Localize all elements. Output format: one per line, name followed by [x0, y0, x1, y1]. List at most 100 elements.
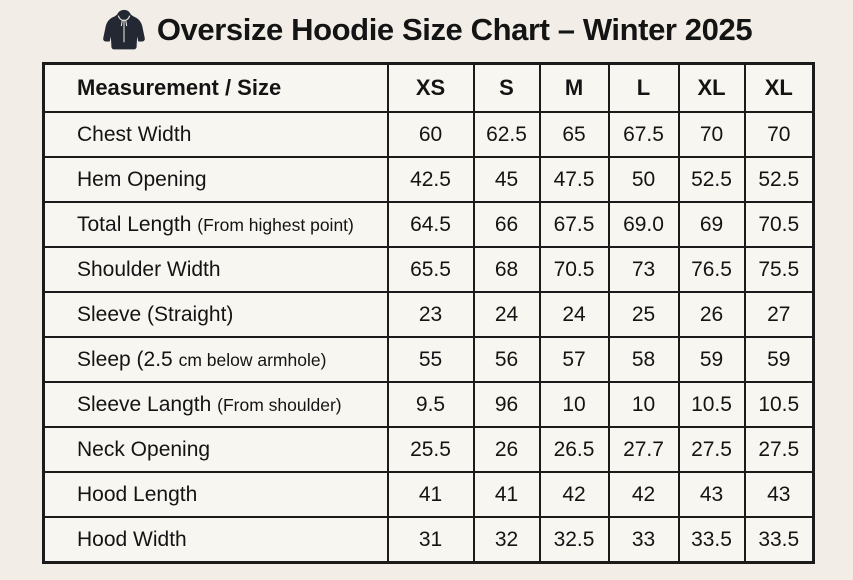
page-title: Oversize Hoodie Size Chart – Winter 2025	[156, 12, 753, 47]
column-header-size: XL	[677, 62, 746, 113]
table-row: Hem Opening 42.5 45 47.5 50 52.5 52.5	[42, 156, 815, 203]
measurement-label-cell: Sleep (2.5 cm below armhole)	[42, 336, 389, 383]
size-value-cell: 45	[472, 156, 541, 203]
size-value-cell: 70	[743, 111, 815, 158]
measurement-label-cell: Hood Width	[42, 516, 389, 564]
size-value-cell: 52.5	[743, 156, 815, 203]
size-value-cell: 70.5	[743, 201, 815, 248]
measurement-label-cell: Sleeve (Straight)	[42, 291, 389, 338]
size-value-cell: 27.7	[607, 426, 680, 473]
size-value-cell: 33	[607, 516, 680, 564]
size-value-cell: 96	[472, 381, 541, 428]
size-value-cell: 27.5	[743, 426, 815, 473]
size-value-cell: 65.5	[386, 246, 475, 293]
column-header-size: XS	[386, 62, 475, 113]
size-value-cell: 24	[538, 291, 610, 338]
measurement-name: Shoulder Width	[77, 257, 221, 281]
size-value-cell: 65	[538, 111, 610, 158]
table-row: Sleep (2.5 cm below armhole) 55 56 57 58 59 59	[42, 336, 815, 383]
size-value-cell: 25	[607, 291, 680, 338]
size-value-cell: 67.5	[538, 201, 610, 248]
measurement-label-cell: Neck Opening	[42, 426, 389, 473]
header-row: Measurement / Size XS S M L XL XL	[42, 62, 815, 113]
measurement-name: Chest Width	[77, 122, 192, 146]
size-value-cell: 10.5	[743, 381, 815, 428]
measurement-name: Total Length	[77, 212, 192, 236]
measurement-name: Hood Length	[77, 482, 198, 506]
size-value-cell: 70.5	[538, 246, 610, 293]
size-value-cell: 50	[607, 156, 680, 203]
table-row: Hood Length 41 41 42 42 43 43	[42, 471, 815, 518]
size-value-cell: 60	[386, 111, 475, 158]
measurement-label-cell: Chest Width	[42, 111, 389, 158]
size-value-cell: 10.5	[677, 381, 746, 428]
size-value-cell: 32.5	[538, 516, 610, 564]
table-row: Total Length (From highest point) 64.5 66 6…	[42, 201, 815, 248]
table-row: Sleeve Langth (From shoulder) 9.5 96 10 10 10…	[42, 381, 815, 428]
size-value-cell: 73	[607, 246, 680, 293]
size-value-cell: 58	[607, 336, 680, 383]
size-value-cell: 23	[386, 291, 475, 338]
size-value-cell: 26	[677, 291, 746, 338]
size-value-cell: 43	[743, 471, 815, 518]
size-value-cell: 24	[472, 291, 541, 338]
table-row: Hood Width 31 32 32.5 33 33.5 33.5	[42, 516, 815, 564]
size-value-cell: 55	[386, 336, 475, 383]
page-header: Oversize Hoodie Size Chart – Winter 2025	[0, 2, 853, 58]
size-value-cell: 10	[607, 381, 680, 428]
hoodie-icon	[101, 7, 147, 53]
size-value-cell: 70	[677, 111, 746, 158]
size-value-cell: 75.5	[743, 246, 815, 293]
table-row: Shoulder Width 65.5 68 70.5 73 76.5 75.5	[42, 246, 815, 293]
column-header-size: XL	[743, 62, 815, 113]
size-value-cell: 10	[538, 381, 610, 428]
measurement-note: cm below armhole)	[178, 349, 327, 370]
size-value-cell: 41	[386, 471, 475, 518]
size-value-cell: 42.5	[386, 156, 475, 203]
size-value-cell: 56	[472, 336, 541, 383]
size-value-cell: 66	[472, 201, 541, 248]
measurement-name: Hem Opening	[77, 167, 207, 191]
size-value-cell: 27.5	[677, 426, 746, 473]
size-value-cell: 41	[472, 471, 541, 518]
size-value-cell: 68	[472, 246, 541, 293]
measurement-label-cell: Hem Opening	[42, 156, 389, 203]
measurement-label-cell: Shoulder Width	[42, 246, 389, 293]
size-value-cell: 52.5	[677, 156, 746, 203]
table-row: Chest Width 60 62.5 65 67.5 70 70	[42, 111, 815, 158]
measurement-name: Sleep (2.5	[77, 347, 173, 371]
size-value-cell: 76.5	[677, 246, 746, 293]
size-value-cell: 57	[538, 336, 610, 383]
table-row: Neck Opening 25.5 26 26.5 27.7 27.5 27.5	[42, 426, 815, 473]
size-value-cell: 62.5	[472, 111, 541, 158]
measurement-label-cell: Sleeve Langth (From shoulder)	[42, 381, 389, 428]
size-value-cell: 32	[472, 516, 541, 564]
size-value-cell: 69.0	[607, 201, 680, 248]
size-value-cell: 31	[386, 516, 475, 564]
size-table-body: Chest Width 60 62.5 65 67.5 70 70 Hem Opening 42…	[42, 111, 815, 564]
column-header-size: M	[538, 62, 610, 113]
measurement-label-cell: Hood Length	[42, 471, 389, 518]
measurement-name: Sleeve (Straight)	[77, 302, 234, 326]
table-row: Sleeve (Straight) 23 24 24 25 26 27	[42, 291, 815, 338]
size-value-cell: 26	[472, 426, 541, 473]
measurement-name: Neck Opening	[77, 437, 211, 461]
size-value-cell: 42	[607, 471, 680, 518]
size-value-cell: 33.5	[743, 516, 815, 564]
measurement-note: (From highest point)	[197, 214, 354, 235]
size-value-cell: 25.5	[386, 426, 475, 473]
size-value-cell: 59	[677, 336, 746, 383]
size-chart-table: Measurement / Size XS S M L XL XL Chest Width 6…	[42, 62, 815, 564]
size-value-cell: 67.5	[607, 111, 680, 158]
size-value-cell: 43	[677, 471, 746, 518]
size-value-cell: 26.5	[538, 426, 610, 473]
size-value-cell: 42	[538, 471, 610, 518]
column-header-measurement: Measurement / Size	[42, 62, 389, 113]
measurement-name: Hood Width	[77, 527, 187, 551]
size-value-cell: 69	[677, 201, 746, 248]
size-value-cell: 64.5	[386, 201, 475, 248]
column-header-size: L	[607, 62, 680, 113]
size-value-cell: 9.5	[386, 381, 475, 428]
measurement-note: (From shoulder)	[217, 394, 342, 415]
measurement-label-cell: Total Length (From highest point)	[42, 201, 389, 248]
